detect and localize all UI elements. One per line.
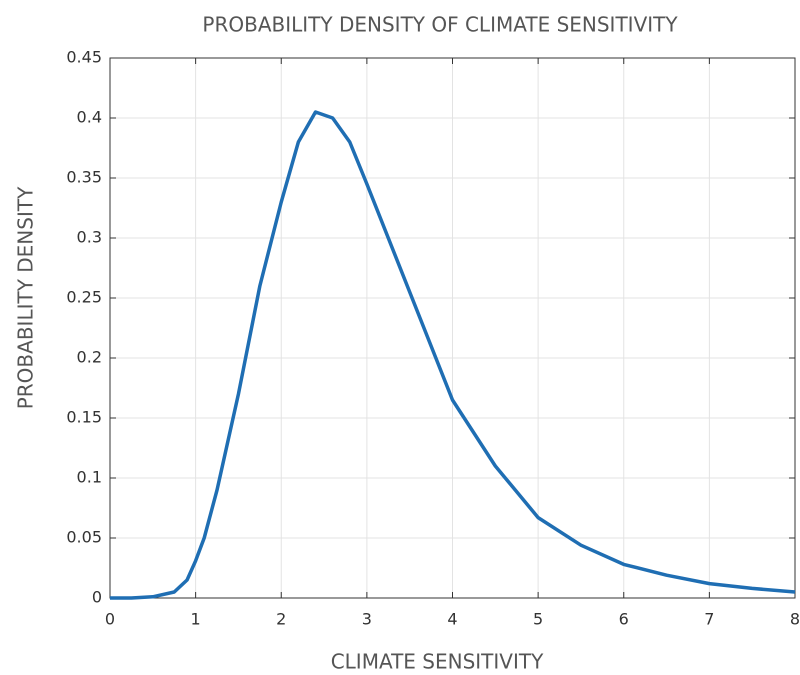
y-tick-label: 0.15 [66,408,102,427]
y-tick-label: 0.3 [77,228,102,247]
chart-title: PROBABILITY DENSITY OF CLIMATE SENSITIVI… [202,13,678,37]
x-tick-label: 1 [191,610,201,629]
plot-frame [109,57,796,599]
y-tick-label: 0.1 [77,468,102,487]
y-tick-label: 0.25 [66,288,102,307]
x-tick-label: 4 [447,610,457,629]
x-tick-label: 3 [362,610,372,629]
y-tick-label: 0 [92,588,102,607]
y-tick-label: 0.2 [77,348,102,367]
y-tick-label: 0.45 [66,48,102,67]
x-tick-label: 5 [533,610,543,629]
x-tick-label: 7 [704,610,714,629]
x-tick-label: 0 [105,610,115,629]
x-tick-label: 2 [276,610,286,629]
y-tick-label: 0.35 [66,168,102,187]
y-tick-label: 0.4 [77,108,102,127]
data-line [110,110,796,600]
x-axis-label: CLIMATE SENSITIVITY [331,650,544,674]
x-tick-label: 8 [790,610,800,629]
x-tick-label: 6 [619,610,629,629]
y-tick-label: 0.05 [66,528,102,547]
y-axis-label: PROBABILITY DENSITY [14,186,38,409]
